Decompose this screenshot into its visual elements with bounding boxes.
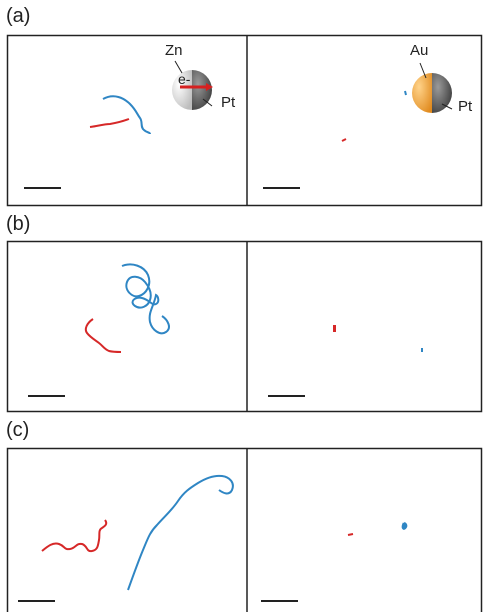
- trajectory-blue-c-left: [127, 474, 234, 591]
- panel-b-frame: [6, 240, 483, 413]
- panel-label-c: (c): [6, 419, 30, 441]
- particle-pt-half: [192, 70, 212, 110]
- panel-a-frame: [6, 34, 483, 207]
- particle-pt-half-right: [432, 73, 452, 113]
- trajectory-red-c-right: [347, 533, 354, 536]
- panel-label-b: (b): [6, 213, 31, 235]
- trajectory-blue-a-left: [102, 95, 151, 135]
- label-pt-left: Pt: [221, 94, 236, 111]
- janus-particle-au-pt: Au Pt: [410, 42, 473, 115]
- trajectory-red-b-left: [84, 318, 122, 353]
- label-zn: Zn: [165, 42, 183, 59]
- electron-arrowhead-icon: [206, 83, 213, 91]
- zn-leader-line: [174, 60, 183, 74]
- au-leader-line: [419, 62, 427, 79]
- trajectory-red-b-right: [333, 325, 336, 332]
- label-au: Au: [410, 42, 428, 59]
- trajectory-blue-b-left: [121, 263, 170, 335]
- label-electron: e-: [178, 71, 191, 87]
- trajectory-blue-a-right: [404, 90, 407, 96]
- label-pt-right: Pt: [458, 98, 473, 115]
- janus-particle-zn-pt: Zn e- Pt: [165, 42, 236, 111]
- panel-label-a: (a): [6, 5, 31, 27]
- trajectory-blue-c-right: [401, 521, 408, 530]
- particle-au-half: [412, 73, 432, 113]
- trajectory-red-a-right: [341, 138, 347, 142]
- panel-c-frame: [6, 447, 483, 612]
- pt-leader-line-left: [202, 98, 213, 107]
- trajectory-red-a-left: [89, 118, 130, 128]
- trajectory-red-c-left: [41, 519, 108, 553]
- particle-zn-half: [172, 70, 192, 110]
- pt-leader-line-right: [441, 103, 453, 110]
